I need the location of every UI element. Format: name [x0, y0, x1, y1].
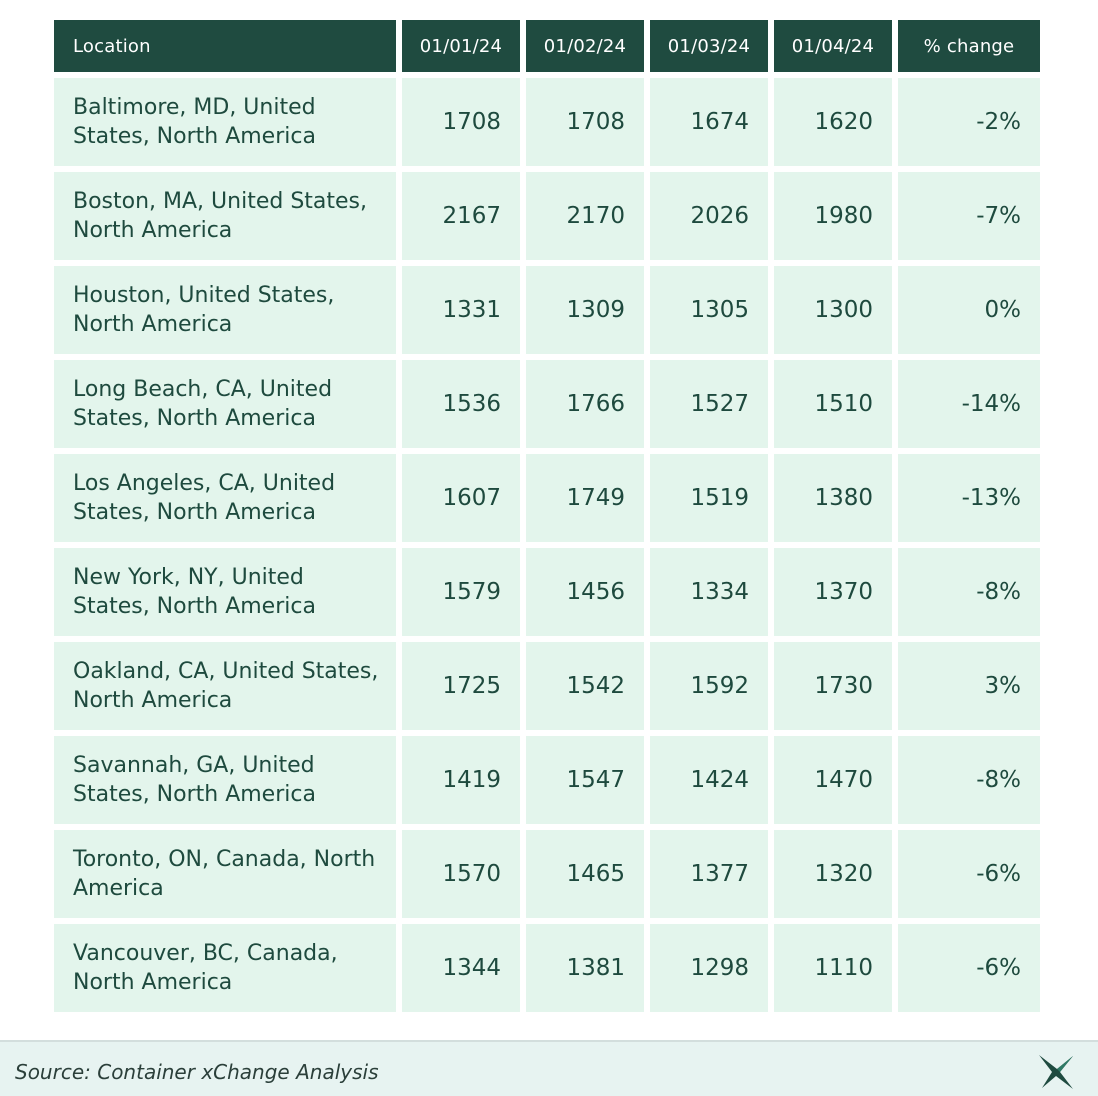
value-cell-1: 1725 — [402, 642, 520, 730]
value-cell-1: 1579 — [402, 548, 520, 636]
table-body: Baltimore, MD, United States, North Amer… — [54, 78, 1040, 1012]
location-cell: Savannah, GA, United States, North Ameri… — [54, 736, 396, 824]
percent-change-cell: -13% — [898, 454, 1040, 542]
value-cell-3: 1298 — [650, 924, 768, 1012]
value-cell-3: 2026 — [650, 172, 768, 260]
value-cell-1: 1708 — [402, 78, 520, 166]
table-row: Toronto, ON, Canada, North America 1570 14… — [54, 830, 1040, 918]
value-cell-1: 1607 — [402, 454, 520, 542]
table-row: Houston, United States, North America 133… — [54, 266, 1040, 354]
value-cell-2: 1749 — [526, 454, 644, 542]
value-cell-2: 1456 — [526, 548, 644, 636]
percent-change-cell: -14% — [898, 360, 1040, 448]
percent-change-cell: -8% — [898, 548, 1040, 636]
header-date-4: 01/04/24 — [774, 20, 892, 72]
table-row: Savannah, GA, United States, North Ameri… — [54, 736, 1040, 824]
value-cell-3: 1377 — [650, 830, 768, 918]
xchange-logo-icon — [1039, 1055, 1073, 1089]
header-date-2: 01/02/24 — [526, 20, 644, 72]
value-cell-3: 1674 — [650, 78, 768, 166]
value-cell-2: 1708 — [526, 78, 644, 166]
table-row: Baltimore, MD, United States, North Amer… — [54, 78, 1040, 166]
table-header: Location 01/01/24 01/02/24 01/03/24 01/0… — [54, 20, 1040, 72]
value-cell-1: 1536 — [402, 360, 520, 448]
value-cell-4: 1300 — [774, 266, 892, 354]
value-cell-3: 1334 — [650, 548, 768, 636]
percent-change-cell: -8% — [898, 736, 1040, 824]
percent-change-cell: 0% — [898, 266, 1040, 354]
percent-change-cell: -2% — [898, 78, 1040, 166]
table-row: Oakland, CA, United States, North Americ… — [54, 642, 1040, 730]
table-row: New York, NY, United States, North Ameri… — [54, 548, 1040, 636]
value-cell-1: 1570 — [402, 830, 520, 918]
value-cell-3: 1527 — [650, 360, 768, 448]
value-cell-1: 1344 — [402, 924, 520, 1012]
value-cell-4: 1620 — [774, 78, 892, 166]
location-cell: Oakland, CA, United States, North Americ… — [54, 642, 396, 730]
value-cell-4: 1510 — [774, 360, 892, 448]
table-row: Los Angeles, CA, United States, North Am… — [54, 454, 1040, 542]
location-cell: Long Beach, CA, United States, North Ame… — [54, 360, 396, 448]
header-location: Location — [54, 20, 396, 72]
value-cell-2: 1381 — [526, 924, 644, 1012]
percent-change-cell: -6% — [898, 830, 1040, 918]
location-cell: Baltimore, MD, United States, North Amer… — [54, 78, 396, 166]
footer: Source: Container xChange Analysis — [0, 1040, 1098, 1096]
value-cell-2: 1465 — [526, 830, 644, 918]
value-cell-2: 1542 — [526, 642, 644, 730]
value-cell-4: 1730 — [774, 642, 892, 730]
location-cell: Boston, MA, United States, North America — [54, 172, 396, 260]
value-cell-2: 2170 — [526, 172, 644, 260]
location-cell: Los Angeles, CA, United States, North Am… — [54, 454, 396, 542]
value-cell-3: 1519 — [650, 454, 768, 542]
source-note: Source: Container xChange Analysis — [15, 1060, 379, 1084]
value-cell-3: 1424 — [650, 736, 768, 824]
percent-change-cell: 3% — [898, 642, 1040, 730]
location-cell: Toronto, ON, Canada, North America — [54, 830, 396, 918]
data-table: Location 01/01/24 01/02/24 01/03/24 01/0… — [54, 20, 1040, 1018]
table-row: Vancouver, BC, Canada, North America 1344… — [54, 924, 1040, 1012]
value-cell-2: 1309 — [526, 266, 644, 354]
header-percent-change: % change — [898, 20, 1040, 72]
value-cell-4: 1980 — [774, 172, 892, 260]
value-cell-4: 1320 — [774, 830, 892, 918]
value-cell-3: 1305 — [650, 266, 768, 354]
value-cell-4: 1380 — [774, 454, 892, 542]
header-date-3: 01/03/24 — [650, 20, 768, 72]
value-cell-3: 1592 — [650, 642, 768, 730]
value-cell-4: 1470 — [774, 736, 892, 824]
value-cell-2: 1766 — [526, 360, 644, 448]
header-date-1: 01/01/24 — [402, 20, 520, 72]
table-row: Long Beach, CA, United States, North Ame… — [54, 360, 1040, 448]
value-cell-1: 1419 — [402, 736, 520, 824]
percent-change-cell: -6% — [898, 924, 1040, 1012]
location-cell: Vancouver, BC, Canada, North America — [54, 924, 396, 1012]
value-cell-1: 1331 — [402, 266, 520, 354]
location-cell: New York, NY, United States, North Ameri… — [54, 548, 396, 636]
value-cell-4: 1370 — [774, 548, 892, 636]
table-row: Boston, MA, United States, North America… — [54, 172, 1040, 260]
value-cell-4: 1110 — [774, 924, 892, 1012]
value-cell-1: 2167 — [402, 172, 520, 260]
percent-change-cell: -7% — [898, 172, 1040, 260]
value-cell-2: 1547 — [526, 736, 644, 824]
location-cell: Houston, United States, North America — [54, 266, 396, 354]
